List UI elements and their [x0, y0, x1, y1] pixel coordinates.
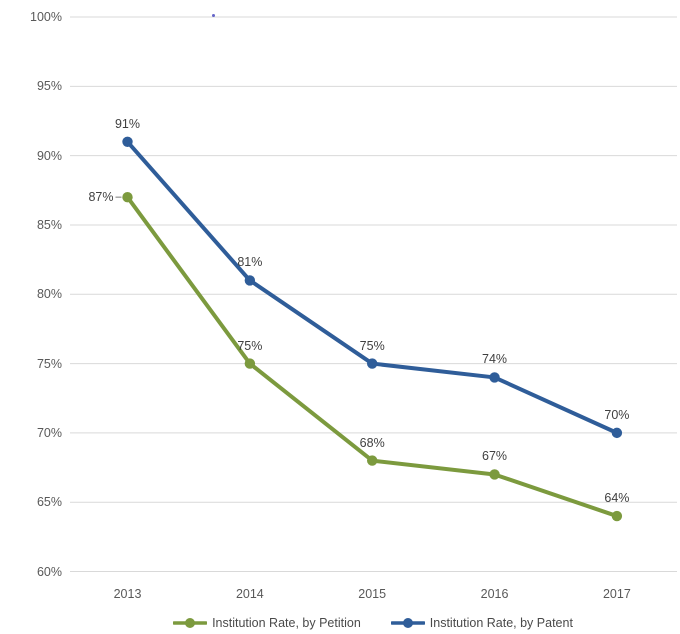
legend-item-petition: Institution Rate, by Petition [173, 616, 361, 630]
x-tick-label: 2013 [113, 587, 142, 601]
legend: Institution Rate, by Petition Institutio… [0, 613, 680, 633]
series-line [125, 195, 619, 519]
series-line [125, 139, 619, 435]
data-point-marker [367, 455, 378, 466]
data-label: 68% [359, 435, 385, 450]
y-tick-label: 100% [30, 10, 62, 24]
data-point-marker [244, 358, 256, 369]
legend-marker-patent-icon [390, 618, 425, 628]
data-point-marker [489, 372, 500, 383]
data-label: 67% [482, 449, 508, 464]
y-tick-label: 85% [36, 217, 62, 232]
data-label: 75% [359, 338, 385, 353]
y-tick-label: 95% [36, 79, 62, 94]
data-point-marker [489, 469, 500, 480]
data-label: 75% [237, 338, 263, 353]
y-tick-label: 65% [36, 495, 62, 510]
data-point-marker [122, 136, 133, 147]
x-tick-label: 2017 [602, 587, 631, 601]
data-point-marker [611, 427, 623, 439]
legend-marker-petition-icon [173, 618, 208, 628]
data-label: 81% [237, 255, 263, 270]
legend-item-patent: Institution Rate, by Patent [390, 616, 573, 630]
x-tick-label: 2014 [235, 587, 264, 601]
data-label: 91% [114, 116, 141, 131]
data-point-marker [122, 192, 133, 203]
artifact-dot [212, 14, 215, 17]
data-label: 70% [604, 407, 630, 422]
y-tick-label: 60% [36, 564, 62, 579]
x-tick-label: 2016 [480, 587, 509, 601]
legend-label-petition: Institution Rate, by Petition [212, 616, 361, 630]
legend-label-patent: Institution Rate, by Patent [429, 616, 573, 630]
data-point-marker [367, 358, 378, 369]
data-point-marker [611, 510, 623, 522]
data-label: 87% [88, 190, 114, 205]
data-label: 64% [604, 491, 630, 506]
y-tick-label: 80% [36, 287, 62, 302]
y-tick-label: 75% [36, 356, 62, 371]
x-tick-label: 2015 [358, 587, 387, 601]
y-tick-label: 70% [36, 425, 62, 440]
data-point-marker [244, 275, 256, 286]
y-tick-label: 90% [36, 148, 62, 163]
data-label: 74% [482, 352, 508, 367]
